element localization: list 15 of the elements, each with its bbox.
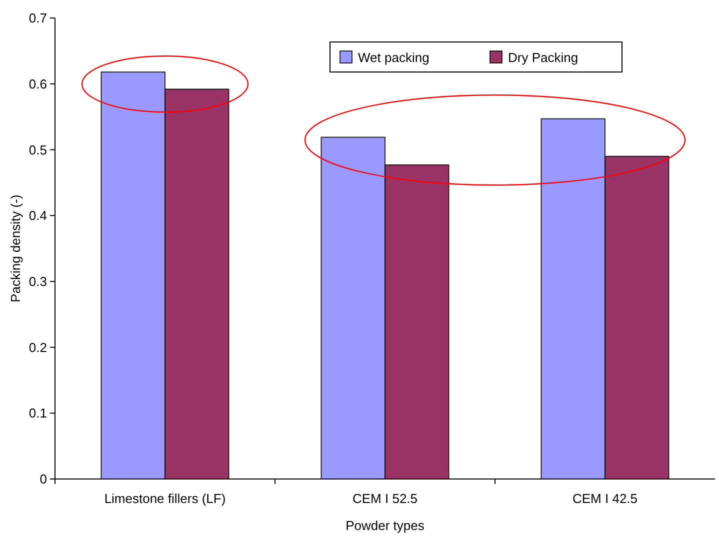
y-tick-label: 0.2 [28, 340, 47, 355]
y-tick-label: 0.4 [28, 208, 47, 224]
y-tick-label: 0 [40, 472, 47, 487]
y-tick-label: 0.7 [28, 10, 47, 26]
legend-label: Wet packing [358, 50, 430, 65]
y-tick-label: 0.1 [28, 406, 47, 421]
y-axis-title: Packing density (-) [8, 194, 23, 302]
y-tick-label: 0.5 [28, 142, 47, 158]
x-tick-label: Limestone fillers (LF) [104, 491, 226, 506]
x-tick-label: CEM I 52.5 [352, 491, 418, 506]
legend-label: Dry Packing [508, 50, 578, 65]
x-tick-label: CEM I 42.5 [572, 491, 638, 506]
y-tick-label: 0.3 [28, 274, 47, 289]
x-axis-title: Powder types [346, 518, 425, 533]
y-tick-label: 0.6 [28, 76, 47, 92]
